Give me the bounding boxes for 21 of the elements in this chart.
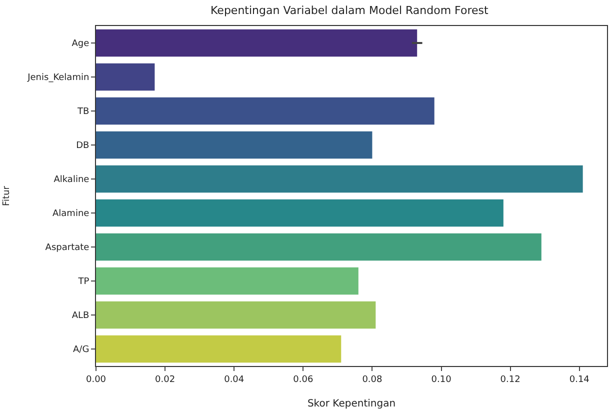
y-tick-label: Alamine: [52, 209, 90, 220]
y-tick-label: A/G: [73, 345, 90, 356]
x-tick-label: 0.08: [362, 374, 383, 385]
chart-title: Kepentingan Variabel dalam Model Random Forest: [210, 4, 489, 17]
x-tick-label: 0.06: [293, 374, 314, 385]
y-tick-label: Alkaline: [54, 175, 90, 186]
x-tick-label: 0.02: [155, 374, 176, 385]
x-tick-label: 0.12: [500, 374, 520, 385]
x-axis-title: Skor Kepentingan: [307, 398, 396, 410]
y-tick-label: DB: [76, 141, 90, 152]
y-tick-label: Jenis_Kelamin: [26, 73, 90, 84]
y-tick-label: ALB: [72, 311, 90, 322]
x-tick-label: 0.04: [224, 374, 244, 385]
x-tick-label: 0.00: [86, 374, 106, 385]
y-axis-title: Fitur: [2, 186, 12, 206]
x-tick-label: 0.10: [431, 374, 452, 385]
y-tick-label: Age: [72, 39, 90, 50]
y-tick-label: TB: [76, 107, 90, 118]
x-tick-label: 0.14: [569, 374, 590, 385]
y-tick-label: TP: [77, 277, 90, 288]
y-tick-label: Aspartate: [45, 243, 90, 254]
